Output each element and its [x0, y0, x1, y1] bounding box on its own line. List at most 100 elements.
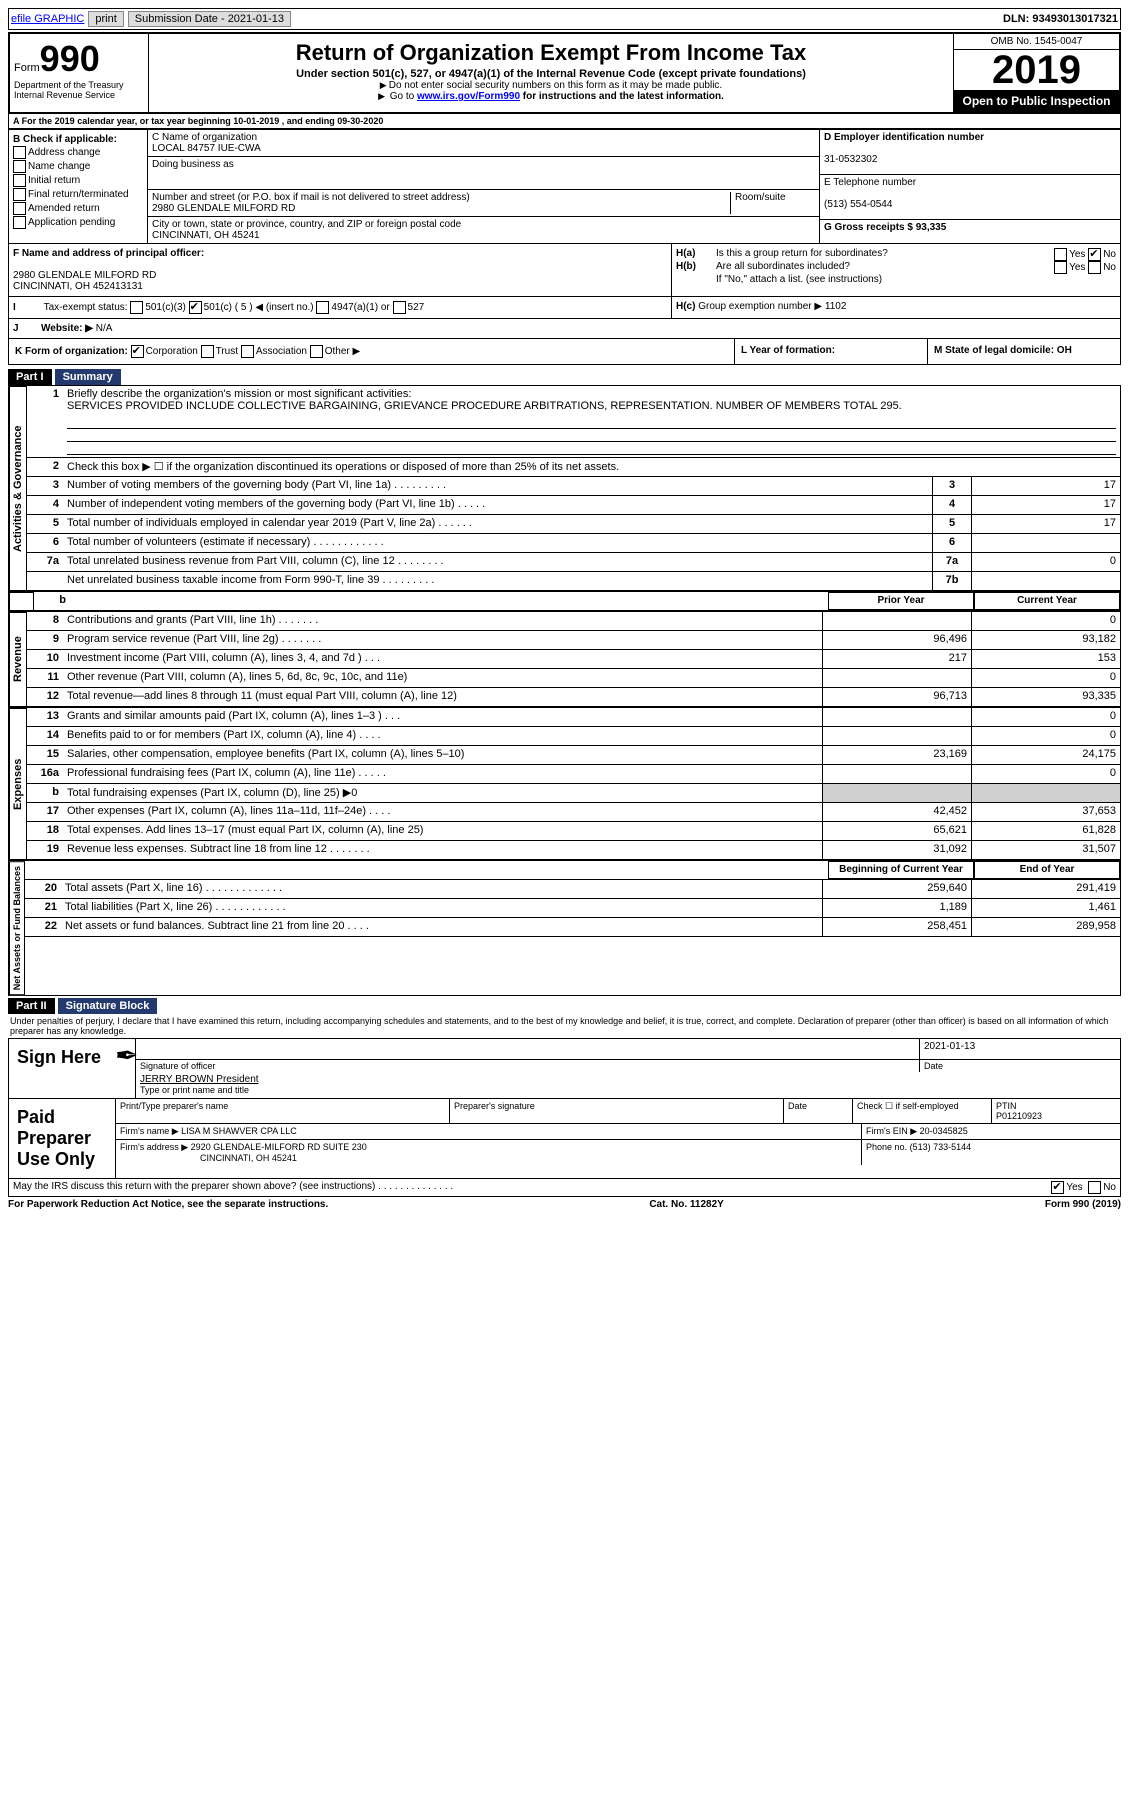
period-line: A For the 2019 calendar year, or tax yea…: [8, 114, 1121, 129]
prior-year-header: Prior Year: [828, 592, 974, 610]
prep-date-label: Date: [783, 1099, 852, 1123]
gov-side-label: Activities & Governance: [9, 386, 27, 591]
form-label: Form: [14, 62, 40, 74]
hb-label: Are all subordinates included?: [716, 261, 1054, 274]
table-row: 13 Grants and similar amounts paid (Part…: [27, 708, 1120, 727]
section-b-title: B Check if applicable:: [13, 134, 143, 145]
entity-section: B Check if applicable: Address change Na…: [8, 129, 1121, 244]
part1-table: Activities & Governance 1 Briefly descri…: [8, 385, 1121, 592]
city-state-zip: CINCINNATI, OH 45241: [152, 230, 260, 241]
year-formation: L Year of formation:: [734, 339, 927, 364]
table-row: 19 Revenue less expenses. Subtract line …: [27, 841, 1120, 860]
prep-print-label: Print/Type preparer's name: [116, 1099, 449, 1123]
officer-addr1: 2980 GLENDALE MILFORD RD: [13, 270, 667, 281]
top-toolbar: efile GRAPHIC print Submission Date - 20…: [8, 8, 1121, 30]
begin-year-header: Beginning of Current Year: [828, 861, 974, 879]
line2-text: Check this box ▶ ☐ if the organization d…: [63, 458, 1120, 476]
paid-prep-label: Paid Preparer Use Only: [9, 1099, 115, 1178]
ptin: P01210923: [996, 1111, 1042, 1121]
table-row: 20 Total assets (Part X, line 16) . . . …: [25, 880, 1120, 899]
ein-label: D Employer identification number: [824, 132, 984, 143]
form-title: Return of Organization Exempt From Incom…: [153, 40, 949, 66]
part2-title: Signature Block: [58, 998, 158, 1014]
state-domicile: M State of legal domicile: OH: [927, 339, 1120, 364]
sign-here-label: Sign Here: [9, 1039, 115, 1098]
city-label: City or town, state or province, country…: [152, 219, 461, 230]
table-row: 14 Benefits paid to or for members (Part…: [27, 727, 1120, 746]
goto-suffix: for instructions and the latest informat…: [523, 91, 724, 102]
table-row: 21 Total liabilities (Part X, line 26) .…: [25, 899, 1120, 918]
part1-label: Part I: [8, 369, 52, 385]
dba-label: Doing business as: [148, 157, 819, 190]
addr-label: Number and street (or P.O. box if mail i…: [152, 192, 470, 203]
irs-link[interactable]: www.irs.gov/Form990: [417, 91, 520, 102]
table-row: b Total fundraising expenses (Part IX, c…: [27, 784, 1120, 803]
officer-name-label: Type or print name and title: [140, 1085, 249, 1095]
table-row: 22 Net assets or fund balances. Subtract…: [25, 918, 1120, 937]
mission-text: SERVICES PROVIDED INCLUDE COLLECTIVE BAR…: [67, 400, 902, 412]
ptin-label: PTIN: [996, 1101, 1017, 1111]
efile-link[interactable]: efile GRAPHIC: [11, 13, 84, 25]
sig-officer-label: Signature of officer: [136, 1060, 919, 1072]
hc-label: Group exemption number ▶ 1102: [698, 301, 846, 312]
firm-name: LISA M SHAWVER CPA LLC: [181, 1126, 297, 1136]
self-emp-label: Check ☐ if self-employed: [852, 1099, 991, 1123]
table-row: 15 Salaries, other compensation, employe…: [27, 746, 1120, 765]
street-address: 2980 GLENDALE MILFORD RD: [152, 203, 295, 214]
hb-note: If "No," attach a list. (see instruction…: [676, 274, 1116, 285]
public-inspection: Open to Public Inspection: [954, 90, 1119, 112]
name-label: C Name of organization: [152, 132, 257, 143]
firm-phone: (513) 733-5144: [910, 1142, 972, 1152]
org-name: LOCAL 84757 IUE-CWA: [152, 143, 261, 154]
website-value: N/A: [96, 323, 113, 334]
footer-left: For Paperwork Reduction Act Notice, see …: [8, 1199, 328, 1210]
sig-date-label: Date: [920, 1060, 1120, 1072]
cb-pending[interactable]: Application pending: [13, 216, 143, 229]
phone-label: E Telephone number: [824, 177, 916, 188]
room-label: Room/suite: [730, 192, 815, 214]
cb-amended[interactable]: Amended return: [13, 202, 143, 215]
firm-phone-label: Phone no.: [866, 1142, 907, 1152]
dln: DLN: 93493013017321: [1003, 13, 1118, 25]
sig-date: 2021-01-13: [920, 1039, 1120, 1060]
cb-final[interactable]: Final return/terminated: [13, 188, 143, 201]
form-subtitle: Under section 501(c), 527, or 4947(a)(1)…: [153, 68, 949, 80]
table-row: 7a Total unrelated business revenue from…: [27, 553, 1120, 572]
officer-label: F Name and address of principal officer:: [13, 248, 667, 259]
firm-addr1: 2920 GLENDALE-MILFORD RD SUITE 230: [191, 1142, 367, 1152]
form-org-label: K Form of organization:: [15, 346, 128, 357]
ssn-note: Do not enter social security numbers on …: [153, 80, 949, 91]
goto-prefix: Go to: [390, 91, 417, 102]
table-row: 11 Other revenue (Part VIII, column (A),…: [27, 669, 1120, 688]
table-row: 6 Total number of volunteers (estimate i…: [27, 534, 1120, 553]
table-row: 5 Total number of individuals employed i…: [27, 515, 1120, 534]
table-row: 4 Number of independent voting members o…: [27, 496, 1120, 515]
officer-name: JERRY BROWN President: [140, 1074, 259, 1085]
website-label: Website: ▶: [41, 323, 93, 334]
cb-address[interactable]: Address change: [13, 146, 143, 159]
table-row: 8 Contributions and grants (Part VIII, l…: [27, 612, 1120, 631]
gross-receipts: G Gross receipts $ 93,335: [824, 222, 946, 233]
table-row: 17 Other expenses (Part IX, column (A), …: [27, 803, 1120, 822]
cb-initial[interactable]: Initial return: [13, 174, 143, 187]
cb-name[interactable]: Name change: [13, 160, 143, 173]
dept-label: Department of the Treasury Internal Reve…: [14, 80, 144, 100]
tax-year: 2019: [954, 50, 1119, 90]
print-button[interactable]: print: [88, 11, 123, 27]
firm-ein: 20-0345825: [920, 1126, 968, 1136]
footer-right: Form 990 (2019): [1045, 1199, 1121, 1210]
discuss-text: May the IRS discuss this return with the…: [13, 1181, 1051, 1194]
net-side-label: Net Assets or Fund Balances: [9, 861, 25, 995]
part2-label: Part II: [8, 998, 55, 1014]
tax-exempt-label: Tax-exempt status:: [44, 302, 128, 313]
firm-name-label: Firm's name ▶: [120, 1126, 179, 1136]
table-row: 12 Total revenue—add lines 8 through 11 …: [27, 688, 1120, 707]
prep-sig-label: Preparer's signature: [449, 1099, 783, 1123]
end-year-header: End of Year: [974, 861, 1120, 879]
table-row: Net unrelated business taxable income fr…: [27, 572, 1120, 591]
table-row: 18 Total expenses. Add lines 13–17 (must…: [27, 822, 1120, 841]
form-number: 990: [40, 38, 100, 80]
footer-center: Cat. No. 11282Y: [649, 1199, 723, 1210]
line1-label: Briefly describe the organization's miss…: [67, 388, 411, 400]
table-row: 3 Number of voting members of the govern…: [27, 477, 1120, 496]
